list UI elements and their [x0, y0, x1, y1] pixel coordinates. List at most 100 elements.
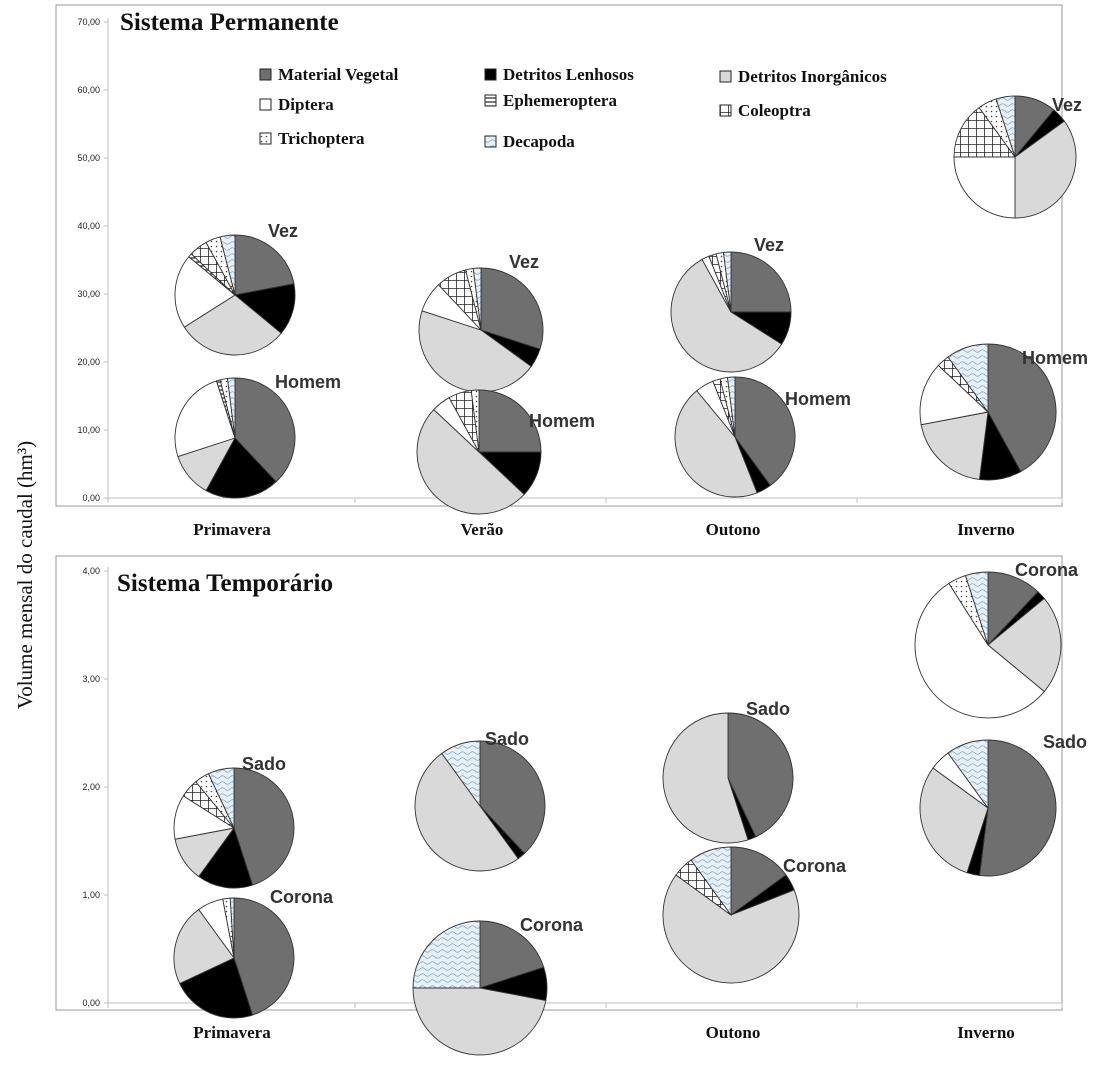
y-tick-label: 0,00 — [82, 493, 100, 503]
pie-slice-dec — [690, 846, 732, 917]
pie-slice-tri — [470, 389, 480, 453]
pie-site-label: Vez — [754, 235, 784, 255]
pie-slice-di — [674, 390, 758, 498]
chart-panel-1: 0,00 10,00 20,00 30,00 40,00 50,00 60,00 70,00 P… — [55, 4, 1063, 539]
pie-slice-mv — [233, 767, 295, 886]
pie-slice-mv — [479, 740, 546, 855]
y-tick-label: 2,00 — [82, 782, 100, 792]
pie-slice-dl — [233, 283, 296, 334]
pie-corona-inverno: Corona — [914, 560, 1079, 719]
pie-slice-dip — [174, 256, 236, 328]
y-tick-label: 40,00 — [77, 221, 100, 231]
pie-slice-di — [414, 752, 519, 872]
pie-slice-dec — [219, 234, 236, 296]
pie-slice-col — [953, 107, 1016, 158]
pie-sado-inverno: Sado — [919, 732, 1087, 877]
pie-corona-outono: Corona — [662, 846, 847, 984]
pie-site-label: Vez — [1052, 95, 1082, 115]
pie-slice-mv — [730, 251, 792, 313]
pie-homem-inverno: Homem — [919, 343, 1088, 481]
pie-site-label: Homem — [785, 389, 851, 409]
legend-label: Detritos Lenhosos — [503, 65, 634, 84]
pie-vez-verao: Vez — [418, 252, 544, 393]
legend: Material Vegetal Detritos Lenhosos Detrito… — [259, 65, 887, 151]
pie-vez-inverno: Vez — [953, 95, 1082, 219]
pie-vez-outono: Vez — [670, 235, 792, 373]
pie-slice-mv — [734, 376, 796, 487]
pie-site-label: Homem — [275, 372, 341, 392]
pie-slice-dec — [472, 267, 482, 331]
pie-slice-di — [183, 294, 282, 356]
y-tick-label: 50,00 — [77, 153, 100, 163]
legend-swatch — [719, 70, 732, 83]
pie-site-label: Sado — [485, 729, 529, 749]
pie-slice-mv — [234, 234, 295, 296]
pie-slice-dl — [179, 957, 254, 1019]
x-tick-label: Inverno — [957, 1023, 1015, 1042]
pie-slice-dec — [726, 376, 736, 438]
pie-slice-mv — [479, 920, 545, 989]
legend-label: Detritos Inorgânicos — [738, 67, 887, 86]
pie-homem-verao: Homem — [416, 389, 595, 515]
pie-slice-dec — [947, 739, 989, 810]
pie-slice-mv — [478, 389, 542, 453]
pie-slice-dip — [174, 380, 236, 458]
y-tick-label: 4,00 — [82, 566, 100, 576]
legend-swatch — [259, 132, 272, 145]
legend-label: Ephemeroptera — [503, 91, 617, 110]
legend-item-tri: Trichoptera — [259, 129, 365, 148]
legend-item-mv: Material Vegetal — [259, 65, 399, 84]
legend-swatch — [259, 68, 272, 81]
pie-slice-di — [987, 597, 1062, 693]
y-tick-label: 10,00 — [77, 425, 100, 435]
plot-frame — [55, 555, 1063, 1011]
legend-item-eph: Ephemeroptera — [484, 91, 617, 110]
legend-swatch — [719, 104, 732, 117]
y-tick-label: 70,00 — [77, 17, 100, 27]
pie-slice-dec — [226, 377, 236, 439]
pie-slice-mv — [234, 377, 296, 483]
pie-slice-mv — [730, 846, 787, 916]
y-tick-label: 30,00 — [77, 289, 100, 299]
pie-sado-outono: Sado — [662, 699, 794, 844]
pie-site-label: Vez — [509, 252, 539, 272]
pie-slice-dec — [412, 920, 481, 989]
pie-slice-di — [662, 712, 749, 844]
pie-slice-mv — [233, 897, 295, 1016]
pie-slice-dip — [919, 364, 989, 426]
pie-site-label: Corona — [1015, 560, 1079, 580]
x-tick-label: Outono — [706, 520, 761, 539]
pie-slice-di — [919, 767, 989, 874]
legend-label: Decapoda — [503, 132, 575, 151]
pie-corona-verao: Corona — [412, 915, 584, 1056]
pie-site-label: Sado — [746, 699, 790, 719]
pie-slice-di — [1014, 120, 1077, 219]
chart-title: Sistema Permanente — [120, 9, 339, 36]
pie-site-label: Sado — [242, 754, 286, 774]
legend-swatch — [484, 94, 497, 107]
legend-label: Material Vegetal — [278, 65, 399, 84]
x-tick-label: Outono — [706, 1023, 761, 1042]
pie-corona-primavera: Corona — [173, 887, 334, 1019]
pie-vez-primavera: Vez — [174, 221, 298, 356]
pie-slice-dec — [441, 740, 481, 808]
y-tick-label: 20,00 — [77, 357, 100, 367]
pie-sado-primavera: Sado — [173, 754, 295, 889]
legend-label: Diptera — [278, 95, 334, 114]
pie-slice-dec — [947, 343, 989, 414]
pie-slice-mv — [987, 343, 1057, 473]
pie-slice-dec — [995, 95, 1016, 158]
legend-item-di: Detritos Inorgânicos — [719, 67, 887, 86]
pie-slice-dl — [205, 437, 277, 499]
legend-label: Trichoptera — [278, 129, 365, 148]
pie-slice-dip — [914, 582, 1045, 719]
legend-item-dip: Diptera — [259, 95, 334, 114]
pie-slice-di — [670, 258, 783, 373]
pie-slice-di — [173, 908, 235, 985]
y-tick-label: 1,00 — [82, 890, 100, 900]
pie-site-label: Corona — [783, 856, 847, 876]
pie-slice-mv — [978, 739, 1057, 877]
pie-site-label: Homem — [1022, 348, 1088, 368]
legend-label: Coleoptra — [738, 101, 811, 120]
